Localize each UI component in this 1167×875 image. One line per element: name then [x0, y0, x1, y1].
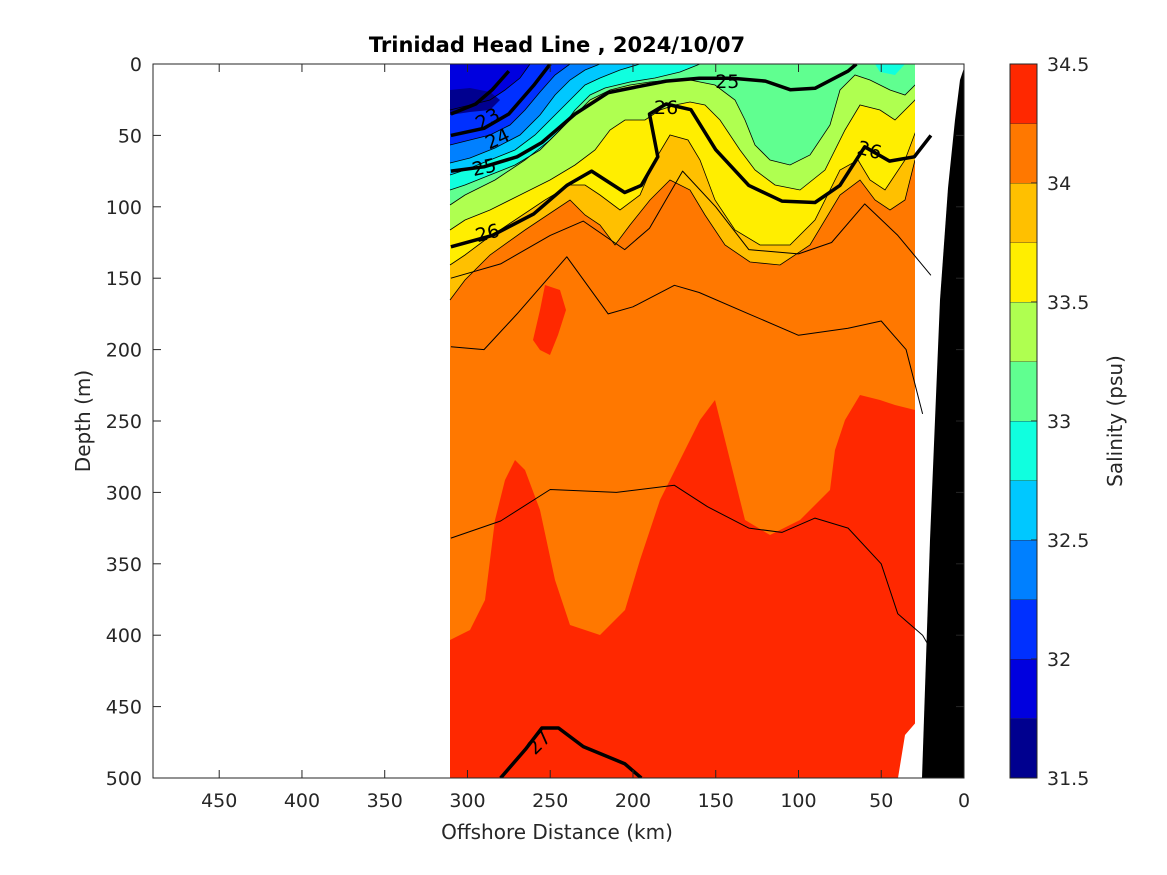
y-tick-label: 350 [106, 554, 142, 576]
x-tick-label: 450 [201, 790, 237, 812]
contour-label: 25 [470, 155, 498, 182]
x-axis: 450 400 350 300 250 200 150 100 50 0 [201, 64, 970, 812]
colorbar-swatch [1010, 540, 1037, 600]
y-tick-label: 0 [130, 54, 142, 76]
salinity-field [449, 64, 964, 778]
y-tick-label: 200 [106, 340, 142, 362]
colorbar-swatch [1010, 659, 1037, 719]
density-contour-27 [499, 726, 643, 778]
density-contour-minor-5 [450, 256, 924, 415]
density-contour-minor-4 [450, 170, 932, 279]
x-tick-label: 0 [958, 790, 970, 812]
colorbar-tick-label: 33.5 [1047, 292, 1089, 314]
x-tick-label: 200 [615, 790, 651, 812]
nodata-mask-right-2 [915, 64, 964, 778]
density-contour-minor-6 [450, 484, 932, 650]
colorbar-tick-label: 31.5 [1047, 768, 1089, 790]
colorbar-swatch [1010, 242, 1037, 302]
x-tick-label: 300 [449, 790, 485, 812]
density-contour-24 [450, 64, 552, 138]
y-tick-label: 450 [106, 697, 142, 719]
colorbar-tick-label: 34.5 [1047, 54, 1089, 76]
colorbar-tick-label: 32.5 [1047, 530, 1089, 552]
density-contour-23 [450, 69, 511, 116]
colorbar-swatch [1010, 421, 1037, 481]
colorbar-swatch [1010, 302, 1037, 362]
y-axis: 0 50 100 150 200 250 300 350 400 450 500 [106, 54, 964, 790]
x-tick-label: 250 [532, 790, 568, 812]
x-axis-title: Offshore Distance (km) [441, 820, 673, 844]
y-tick-label: 100 [106, 197, 142, 219]
y-tick-label: 50 [118, 125, 142, 147]
colorbar-tick-label: 34 [1047, 173, 1071, 195]
contour-label: 25 [715, 71, 739, 93]
y-tick-label: 500 [106, 768, 142, 790]
colorbar-swatch [1010, 123, 1037, 183]
colorbar-swatch [1010, 718, 1037, 778]
colorbar-swatch [1010, 361, 1037, 421]
colorbar-swatch [1010, 599, 1037, 659]
colorbar-title: Salinity (psu) [1103, 355, 1127, 487]
y-tick-label: 300 [106, 482, 142, 504]
y-tick-label: 250 [106, 411, 142, 433]
x-tick-label: 100 [780, 790, 816, 812]
salinity-pocket-high [533, 285, 566, 355]
y-tick-label: 150 [106, 268, 142, 290]
x-tick-label: 400 [284, 790, 320, 812]
x-tick-label: 350 [367, 790, 403, 812]
colorbar-swatch [1010, 64, 1037, 124]
density-contour-25 [450, 64, 858, 173]
chart-title: Trinidad Head Line , 2024/10/07 [369, 33, 745, 57]
colorbar-swatch [1010, 183, 1037, 243]
contour-label: 26 [654, 97, 678, 119]
y-axis-title: Depth (m) [71, 370, 95, 472]
seafloor-bathymetry [922, 68, 964, 778]
x-tick-label: 150 [698, 790, 734, 812]
colorbar-swatch [1010, 480, 1037, 540]
density-contours [450, 64, 933, 778]
salinity-band-32-75b [875, 64, 905, 75]
colorbar-tick-label: 32 [1047, 649, 1071, 671]
x-tick-label: 50 [869, 790, 893, 812]
colorbar: 31.5 32 32.5 33 33.5 34 34.5 [1009, 54, 1089, 790]
y-tick-label: 400 [106, 625, 142, 647]
density-contour-26 [450, 102, 933, 249]
colorbar-tick-label: 33 [1047, 411, 1071, 433]
